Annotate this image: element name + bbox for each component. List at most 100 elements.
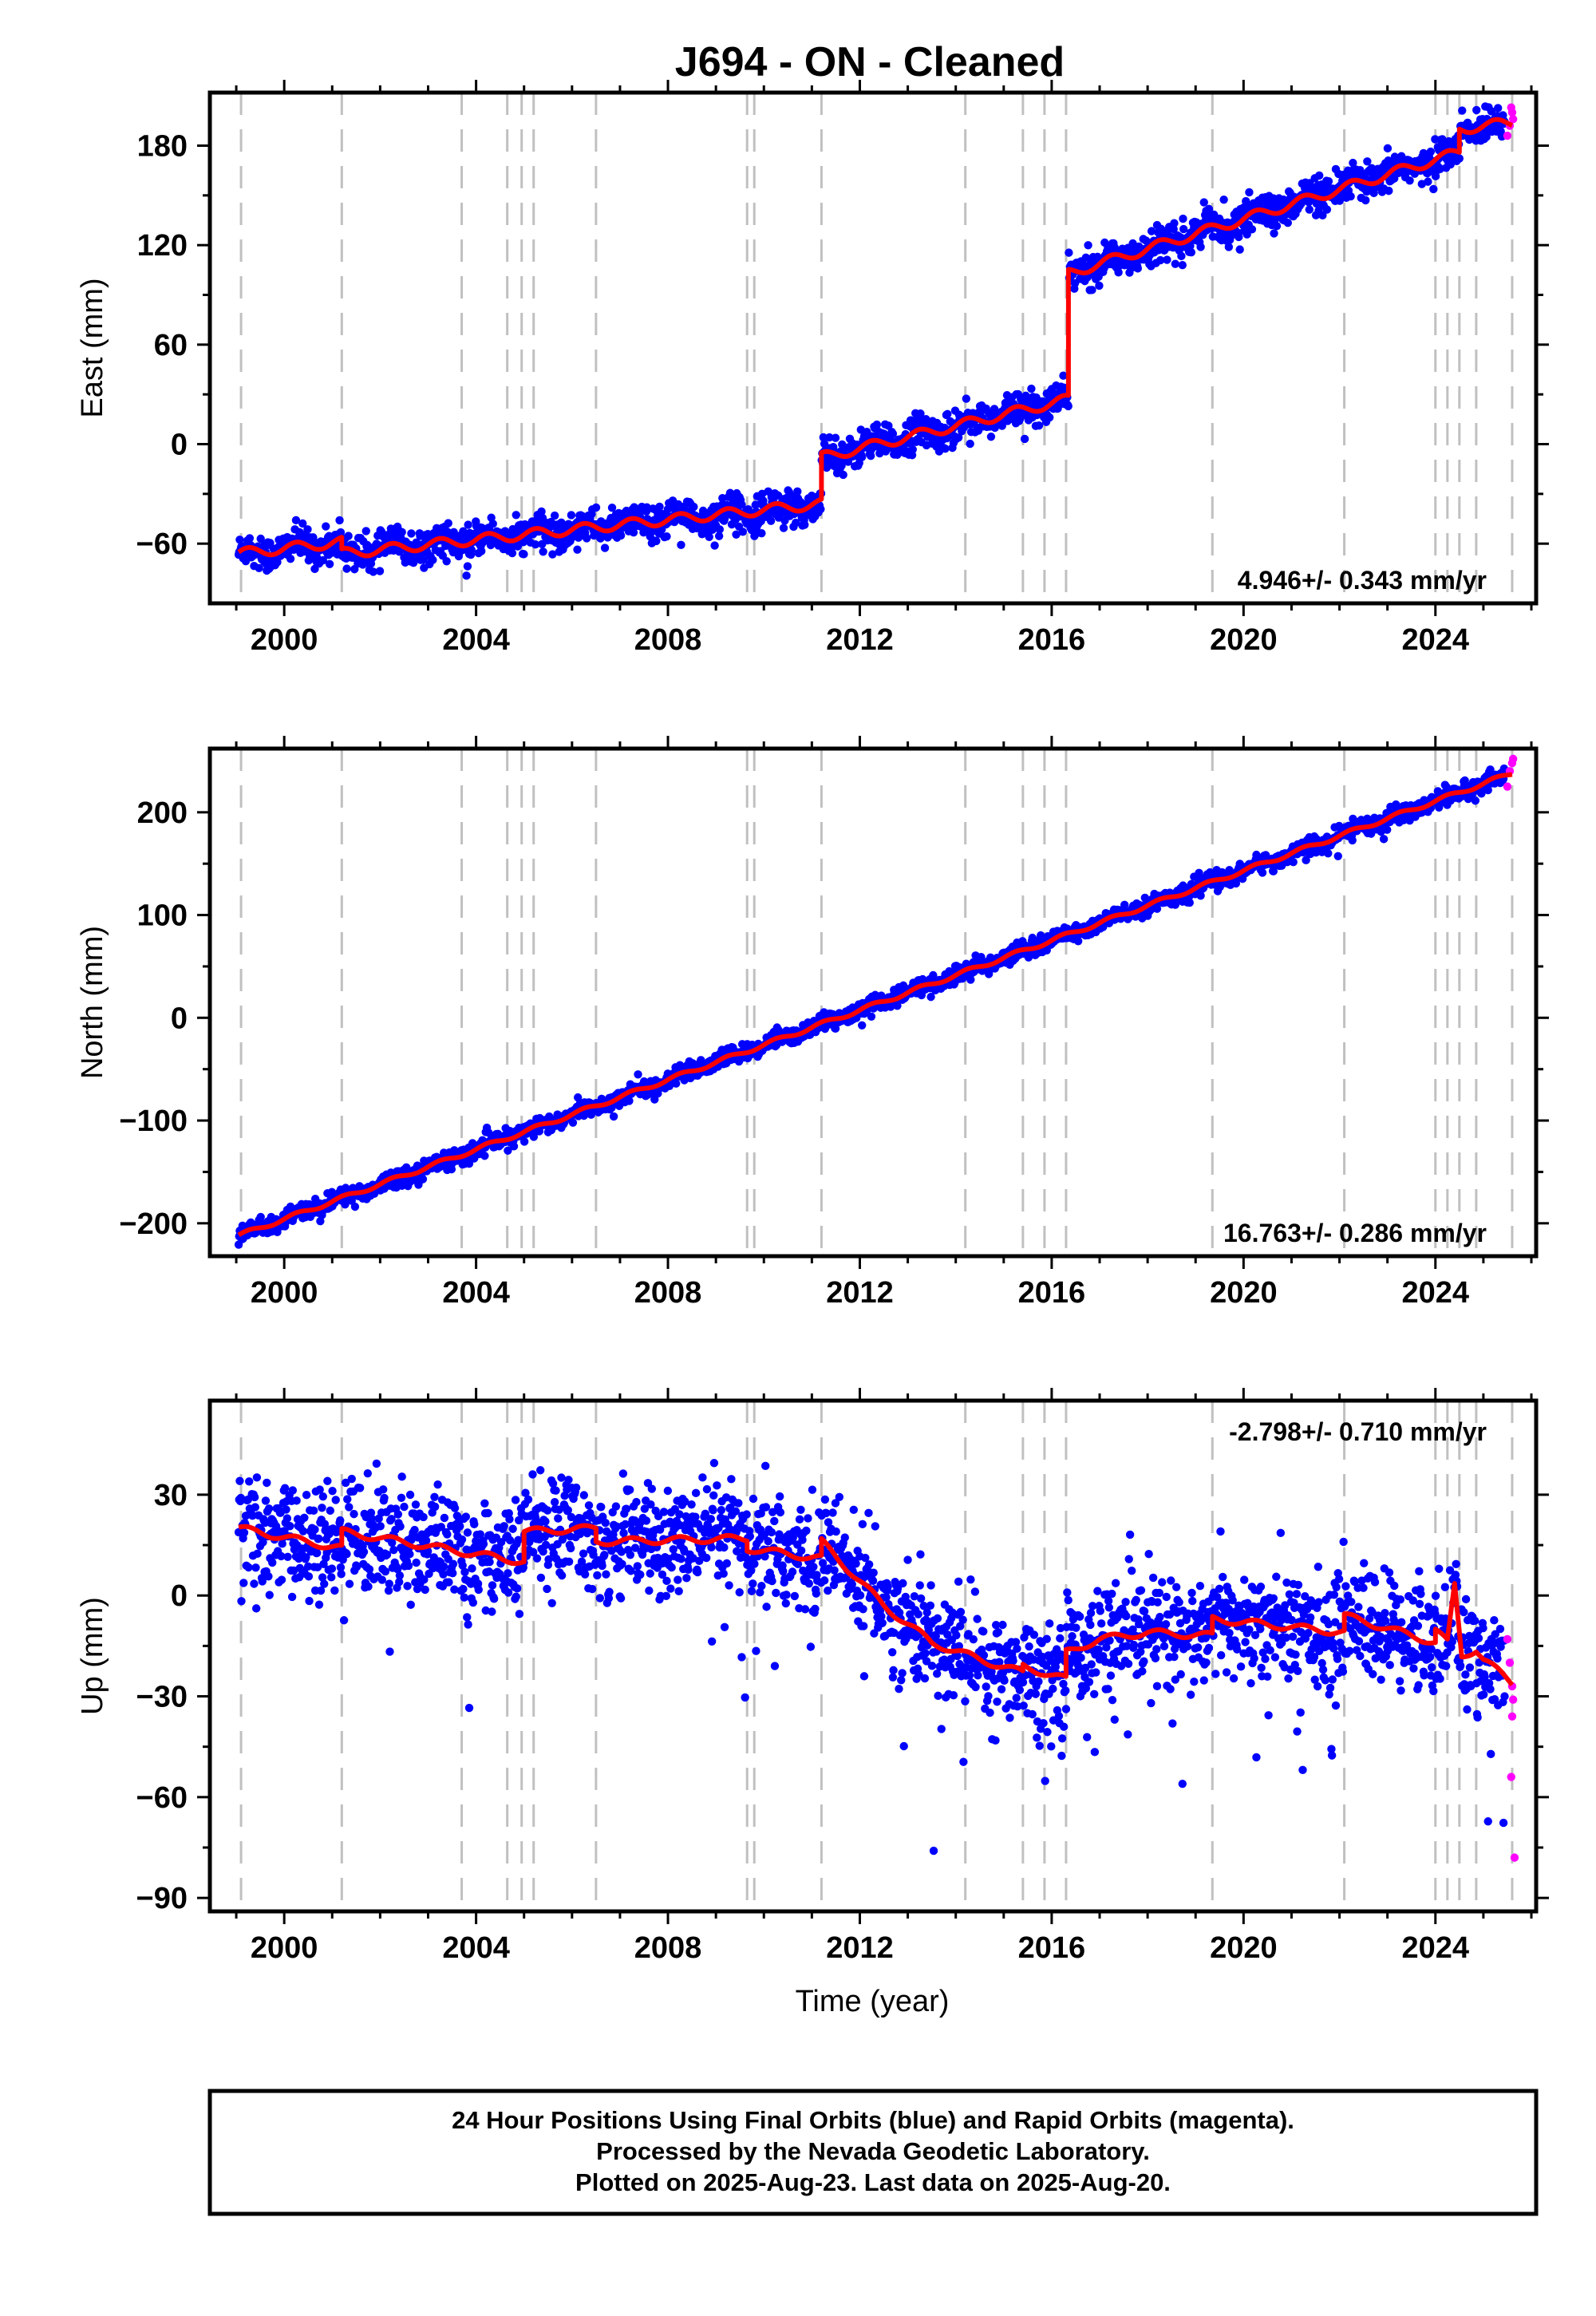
data-point (512, 511, 520, 520)
data-point (298, 1527, 308, 1535)
x-axis: 2000 2004 2008 2012 2016 2020 2024 (235, 80, 1533, 657)
data-point (1171, 259, 1180, 268)
data-point (825, 433, 834, 442)
model-line-group (237, 117, 1514, 559)
data-point (793, 487, 802, 496)
data-point (375, 567, 385, 575)
rapid-point (1503, 131, 1512, 140)
data-point (248, 1511, 257, 1520)
data-point (548, 550, 557, 559)
data-point (500, 527, 510, 536)
data-point (1333, 852, 1342, 860)
y-tick-label: 100 (137, 899, 188, 933)
data-point (1196, 243, 1205, 251)
data-point (831, 1024, 840, 1034)
data-point (280, 1484, 290, 1492)
data-point (344, 532, 353, 540)
data-point (1348, 836, 1357, 845)
data-point (1483, 785, 1492, 795)
data-point (1036, 931, 1045, 940)
data-point (244, 1477, 254, 1486)
data-point (725, 488, 735, 497)
data-point (350, 1202, 360, 1211)
y-tick-label: 200 (137, 796, 188, 830)
data-point (251, 1604, 261, 1613)
data-point (986, 433, 996, 441)
data-point (1283, 219, 1293, 227)
data-point (857, 453, 867, 461)
data-point (705, 532, 713, 542)
data-point (1471, 796, 1480, 805)
data-point (303, 525, 312, 534)
data-point (816, 504, 825, 514)
data-point (1177, 251, 1186, 261)
data-point (1405, 176, 1414, 185)
data-point (1185, 898, 1194, 907)
data-point (397, 528, 406, 536)
y-tick-label: 0 (171, 1002, 188, 1035)
data-point (962, 394, 971, 403)
data-point (837, 461, 846, 470)
data-point (1383, 825, 1392, 834)
data-point (737, 500, 746, 509)
data-point (1270, 229, 1278, 238)
data-point (268, 1558, 277, 1567)
data-point (1305, 205, 1314, 214)
data-point (282, 1514, 292, 1523)
data-point (1171, 900, 1180, 909)
x-tick-label: 2004 (442, 623, 510, 657)
data-point (738, 528, 748, 536)
data-point (537, 507, 546, 516)
data-point (1315, 171, 1324, 180)
data-point (607, 504, 617, 512)
data-point (302, 1553, 310, 1562)
data-point (1379, 835, 1389, 844)
x-tick-label: 2008 (634, 1276, 702, 1310)
data-point (819, 433, 828, 442)
data-point (800, 520, 809, 529)
data-point (335, 516, 344, 525)
y-tick-label: 180 (137, 129, 188, 163)
data-point (251, 1503, 260, 1512)
data-point (237, 1597, 246, 1606)
data-point (252, 1473, 262, 1482)
data-point (1426, 147, 1436, 156)
data-point (300, 1513, 309, 1522)
data-point (573, 545, 582, 554)
data-point (282, 1505, 290, 1514)
x-tick-label: 2012 (826, 1276, 894, 1310)
y-tick-label: −100 (119, 1105, 188, 1138)
data-point (1027, 384, 1036, 393)
model-line-group (237, 772, 1514, 1237)
x-tick-label: 2024 (1401, 623, 1469, 657)
data-point (292, 1496, 301, 1505)
data-point (1084, 241, 1092, 250)
data-point (283, 1552, 292, 1562)
data-point (418, 1175, 428, 1184)
data-point (1324, 849, 1333, 858)
data-point (322, 522, 330, 531)
data-point (464, 1159, 474, 1168)
data-point (757, 528, 766, 538)
velocity-rate-label: 4.946+/- 0.343 mm/yr (1238, 566, 1487, 595)
data-point (250, 1492, 259, 1502)
data-point (245, 534, 255, 543)
data-point (259, 1538, 267, 1547)
y-axis-label: East (mm) (76, 278, 109, 417)
data-point (1178, 261, 1187, 270)
data-point (677, 540, 685, 550)
data-point (954, 433, 963, 442)
data-point (831, 433, 840, 442)
data-point (1147, 227, 1156, 235)
y-tick-label: 60 (154, 329, 188, 362)
data-point (258, 1577, 267, 1586)
data-point (616, 531, 626, 540)
data-point (531, 539, 540, 549)
x-tick-label: 2016 (1018, 623, 1086, 657)
data-point (625, 1097, 634, 1105)
data-point (941, 444, 950, 453)
data-point (1346, 192, 1355, 201)
